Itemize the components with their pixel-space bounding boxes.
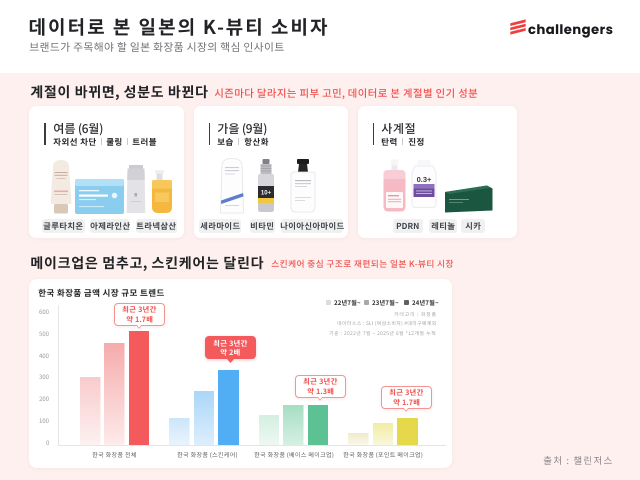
svg-text:10+: 10+ [261, 191, 272, 197]
svg-text:0.3+: 0.3+ [417, 175, 432, 184]
